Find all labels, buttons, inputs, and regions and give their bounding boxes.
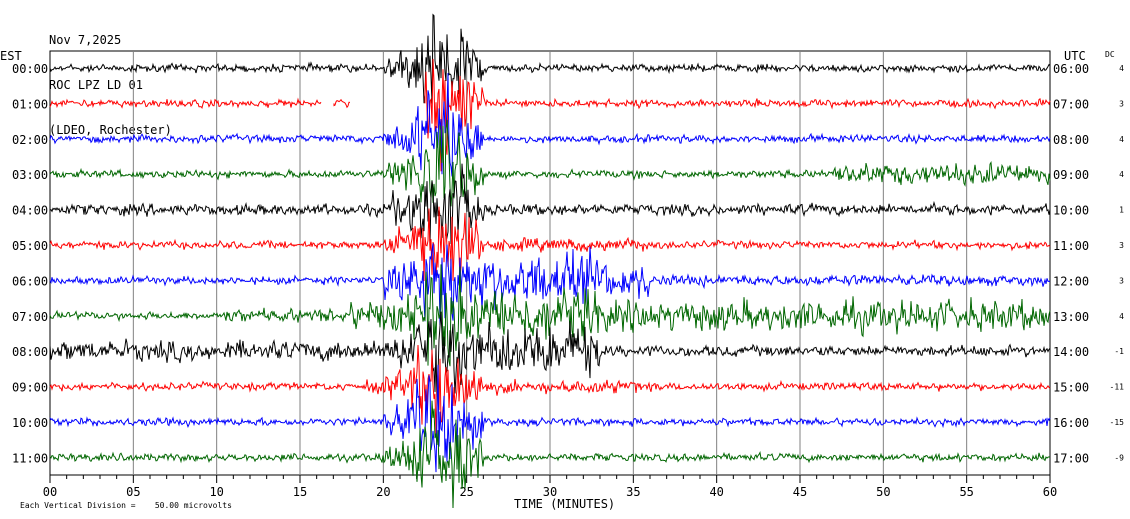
trace-line: [49, 344, 1051, 436]
utc-hour-label: 08:00: [1053, 133, 1089, 147]
trace-line: [49, 364, 1051, 473]
utc-hour-label: 12:00: [1053, 274, 1089, 288]
trace-line: [49, 311, 1051, 407]
utc-hour-label: 11:00: [1053, 239, 1089, 253]
est-hour-label: 05:00: [12, 239, 48, 253]
utc-hour-label: 16:00: [1053, 416, 1089, 430]
est-axis-title: EST: [0, 49, 22, 63]
dc-offset-label: 1: [1119, 206, 1124, 215]
dc-offset-label: 4: [1119, 170, 1124, 179]
est-hour-label: 04:00: [12, 204, 48, 218]
footer-note: Each Vertical Division = 50.00 microvolt…: [20, 501, 232, 510]
dc-offset-label: 4: [1119, 64, 1124, 73]
dc-offset-label: -11: [1110, 383, 1125, 392]
chart-header: Nov 7,2025 ROC LPZ LD 01 (LDEO, Rocheste…: [49, 3, 172, 153]
x-tick-label: 10: [209, 485, 223, 499]
x-tick-label: 00: [43, 485, 57, 499]
est-hour-label: 02:00: [12, 133, 48, 147]
dc-offset-label: 3: [1119, 276, 1124, 285]
x-tick-label: 25: [459, 485, 473, 499]
trace-line: [49, 13, 1051, 104]
trace-line: [49, 58, 1051, 172]
x-tick-label: 15: [293, 485, 307, 499]
dc-axis-title: DC: [1105, 50, 1115, 59]
x-tick-label: 35: [626, 485, 640, 499]
trace-line: [49, 400, 1051, 509]
dc-offset-label: 4: [1119, 312, 1124, 321]
row-labels: 00:00 06:00 4 01:00 07:00 3 02:00 08:00 4 03:00 09…: [12, 62, 1124, 465]
est-hour-label: 07:00: [12, 310, 48, 324]
trace-line: [49, 243, 1051, 326]
utc-hour-label: 15:00: [1053, 381, 1089, 395]
trace-line: [49, 163, 1051, 248]
dc-offset-label: -9: [1114, 453, 1124, 462]
x-tick-label: 05: [126, 485, 140, 499]
utc-hour-label: 14:00: [1053, 345, 1089, 359]
x-axis-title: TIME (MINUTES): [514, 497, 615, 511]
dc-offset-label: 4: [1119, 135, 1124, 144]
dc-offset-label: -15: [1110, 418, 1125, 427]
dc-offset-label: -1: [1114, 347, 1124, 356]
date-label: Nov 7,2025: [49, 33, 122, 47]
x-tick-label: 60: [1043, 485, 1057, 499]
station-label: ROC LPZ LD 01: [49, 78, 143, 92]
utc-hour-label: 07:00: [1053, 97, 1089, 111]
traces: [49, 13, 1051, 509]
x-tick-label: 55: [959, 485, 973, 499]
dc-offset-label: 3: [1119, 241, 1124, 250]
utc-hour-label: 13:00: [1053, 310, 1089, 324]
est-hour-label: 06:00: [12, 274, 48, 288]
trace-line: [49, 119, 1051, 207]
est-hour-label: 11:00: [12, 451, 48, 465]
utc-hour-label: 17:00: [1053, 451, 1089, 465]
trace-line: [49, 72, 1051, 177]
x-ticks: 00 05 10 15 20 25 30 35 40 45 50 55 60: [43, 475, 1057, 499]
x-tick-label: 20: [376, 485, 390, 499]
x-tick-label: 50: [876, 485, 890, 499]
est-hour-label: 01:00: [12, 97, 48, 111]
utc-axis-title: UTC: [1064, 49, 1086, 63]
est-hour-label: 08:00: [12, 345, 48, 359]
x-tick-label: 45: [793, 485, 807, 499]
utc-hour-label: 06:00: [1053, 62, 1089, 76]
network-label: (LDEO, Rochester): [49, 123, 172, 137]
est-hour-label: 03:00: [12, 168, 48, 182]
grid-lines: [132, 51, 968, 475]
dc-offset-label: 3: [1119, 99, 1124, 108]
utc-hour-label: 09:00: [1053, 168, 1089, 182]
est-hour-label: 09:00: [12, 381, 48, 395]
utc-hour-label: 10:00: [1053, 204, 1089, 218]
trace-line: [49, 264, 1051, 367]
est-hour-label: 00:00: [12, 62, 48, 76]
trace-line: [49, 206, 1051, 282]
x-tick-label: 30: [543, 485, 557, 499]
est-hour-label: 10:00: [12, 416, 48, 430]
x-tick-label: 40: [709, 485, 723, 499]
